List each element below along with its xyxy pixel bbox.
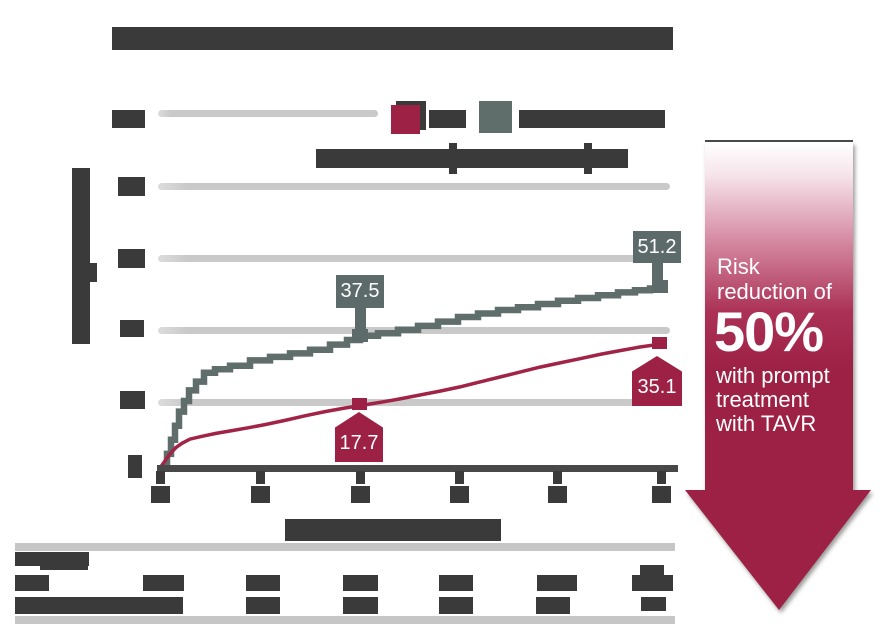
callout-stem-51-2: [652, 262, 663, 282]
at-risk-row1-n6: [632, 575, 673, 591]
at-risk-row1-n5: [537, 575, 577, 591]
callout-text-35-1: 35.1: [637, 376, 677, 398]
callout-text-37-5: 37.5: [340, 280, 380, 302]
y-tick-label-0: [128, 455, 142, 478]
at-risk-row1-label: [15, 575, 49, 591]
at-risk-row2-n2: [246, 597, 280, 614]
at-risk-row1-n2: [246, 575, 280, 591]
callout-value-51-2: 51.2: [633, 231, 681, 263]
at-risk-row2-n4: [439, 597, 473, 614]
callout-stem-37-5: [355, 307, 366, 332]
at-risk-row2-n5: [536, 597, 570, 614]
at-risk-row1-n6-stem: [640, 565, 664, 577]
gridline-20: [158, 399, 670, 406]
gray-survival-curve: [160, 285, 664, 472]
y-tick-label-40: [120, 320, 144, 337]
y-tick-label-20: [120, 391, 145, 409]
x-tick-label-4: [450, 486, 469, 503]
y-tick-label-60: [118, 249, 145, 268]
legend-label-red-redacted-bar: [429, 110, 466, 128]
x-tick-4: [455, 471, 464, 484]
x-tick-label-1: [151, 486, 170, 503]
at-risk-header-redacted-bar: [15, 552, 89, 566]
gray-curve-marker-mid: [352, 329, 368, 342]
x-axis-title-redacted-bar: [285, 519, 501, 541]
callout-text-51-2: 51.2: [637, 235, 677, 258]
x-tick-3: [356, 471, 365, 484]
callout-text-17-7: 17.7: [339, 432, 379, 454]
gray-curve-marker-end: [652, 280, 668, 293]
at-risk-row2-n3: [343, 597, 378, 614]
y-tick-label-80: [118, 177, 145, 196]
red-curve-marker-end: [652, 337, 667, 349]
at-risk-row2-n6: [641, 597, 666, 611]
x-tick-label-6: [652, 486, 671, 503]
y-axis-title-redacted-bar: [72, 168, 90, 344]
red-curve-marker-mid: [352, 398, 367, 410]
at-risk-row1-n3: [343, 575, 378, 591]
x-tick-5: [553, 471, 562, 484]
at-risk-row1-n4: [439, 575, 473, 591]
x-axis-line: [157, 465, 678, 472]
y-tick-label-100: [112, 110, 145, 128]
gridline-60: [158, 255, 670, 262]
x-tick-2: [256, 471, 265, 484]
x-tick-1: [156, 471, 165, 484]
at-risk-header-redacted-nub: [40, 565, 88, 570]
y-axis-title-redacted-nub: [90, 263, 97, 282]
legend-swatch-red: [391, 105, 420, 134]
at-risk-divider-bottom: [15, 616, 675, 624]
legend-label-gray-redacted-bar: [519, 110, 665, 128]
legend-subtext-redacted-bar: [316, 149, 628, 168]
x-tick-label-5: [548, 486, 567, 503]
gridline-80: [158, 183, 670, 190]
arrow-top-shadow-bar: [705, 140, 853, 146]
figure-title-redacted-bar: [112, 27, 673, 50]
legend-subtext-spike-2: [584, 143, 592, 174]
at-risk-divider-top: [15, 543, 675, 551]
legend-swatch-gray: [479, 101, 512, 133]
x-tick-label-2: [251, 486, 270, 503]
x-tick-label-3: [351, 486, 370, 503]
legend-subtext-spike-1: [449, 143, 457, 174]
gridline-100: [158, 110, 378, 117]
callout-value-37-5: 37.5: [336, 275, 384, 308]
at-risk-row1-n1: [143, 575, 184, 591]
at-risk-row2-label: [15, 597, 183, 614]
x-tick-6: [657, 471, 666, 484]
